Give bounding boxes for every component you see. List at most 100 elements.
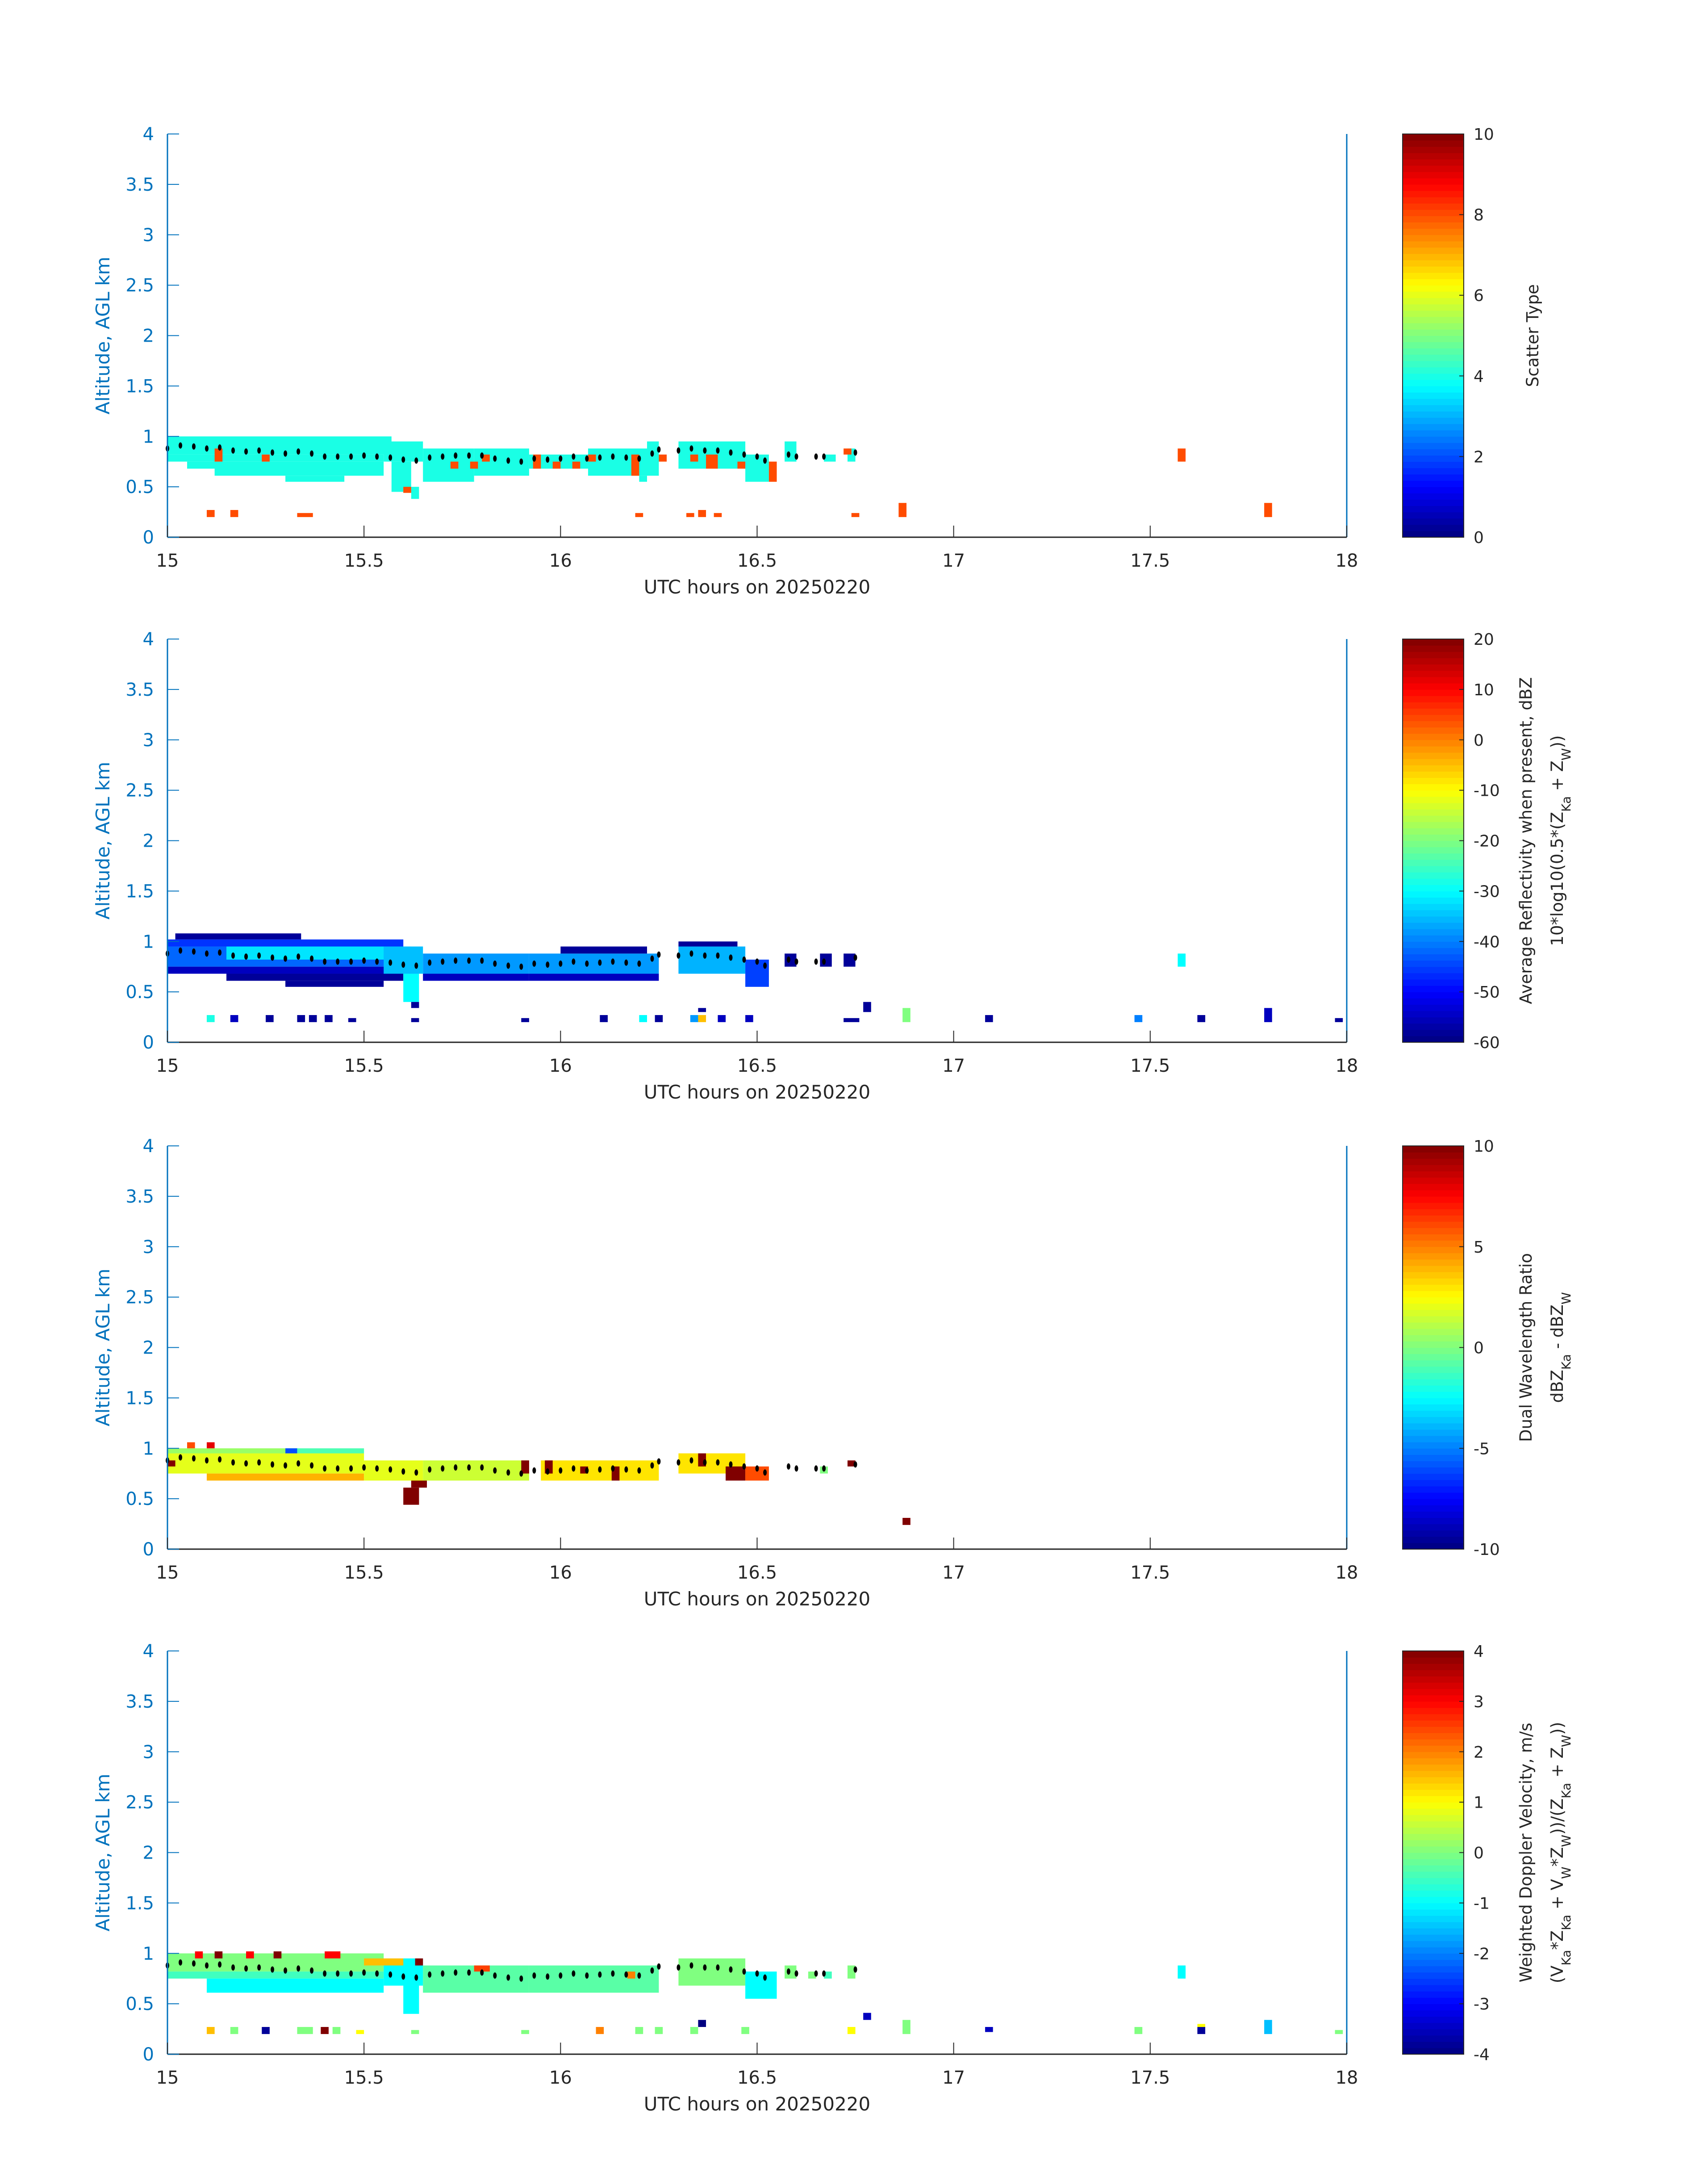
heatmap-cell <box>325 1015 333 1022</box>
y-tick-label: 1 <box>143 426 154 447</box>
dot-marker <box>388 1466 393 1473</box>
colorbar-swatch <box>1403 405 1464 412</box>
colorbar-swatch <box>1403 1783 1464 1790</box>
dot-marker <box>231 447 235 454</box>
colorbar-tick-label: 0 <box>1474 529 1484 547</box>
colorbar-swatch <box>1403 1524 1464 1531</box>
dot-marker <box>480 1969 484 1976</box>
colorbar-label: Average Reflectivity when present, dBZ <box>1516 677 1536 1004</box>
colorbar-swatch <box>1403 1834 1464 1840</box>
dot-marker <box>853 1966 857 1973</box>
colorbar-swatch <box>1403 2016 1464 2023</box>
heatmap-cell <box>698 510 706 517</box>
colorbar-swatch <box>1403 367 1464 374</box>
x-tick-label: 15 <box>156 2068 179 2088</box>
colorbar-swatch <box>1403 1423 1464 1430</box>
colorbar-swatch <box>1403 1209 1464 1216</box>
colorbar-swatch <box>1403 247 1464 254</box>
heatmap-cell <box>230 1015 238 1022</box>
colorbar-swatch <box>1403 1695 1464 1702</box>
dot-marker <box>822 958 826 965</box>
dot-marker <box>401 1973 405 1980</box>
colorbar-swatch <box>1403 1360 1464 1367</box>
colorbar-swatch <box>1403 1771 1464 1777</box>
dot-marker <box>349 1970 353 1977</box>
dot-marker <box>689 950 693 957</box>
x-tick-label: 17.5 <box>1130 551 1170 571</box>
colorbar-swatch <box>1403 398 1464 405</box>
x-tick-label: 17 <box>942 1056 965 1076</box>
colorbar-swatch <box>1403 1985 1464 1992</box>
dot-marker <box>467 1969 471 1976</box>
heatmap-cell <box>470 461 478 469</box>
colorbar-swatch <box>1403 1536 1464 1543</box>
heatmap-cell <box>635 513 643 517</box>
colorbar-swatch <box>1403 809 1464 816</box>
colorbar-swatch <box>1403 1291 1464 1298</box>
colorbar-swatch <box>1403 304 1464 311</box>
heatmap-cell <box>844 1018 860 1022</box>
colorbar-swatch <box>1403 689 1464 696</box>
heatmap-cell <box>411 1002 419 1008</box>
colorbar-tick-label: -20 <box>1474 832 1500 851</box>
dot-marker <box>703 1459 707 1466</box>
dot-marker <box>794 1970 798 1977</box>
heatmap-cell <box>698 1008 706 1012</box>
x-tick-label: 17.5 <box>1130 1563 1170 1583</box>
dot-marker <box>729 954 733 961</box>
dot-marker <box>716 1459 720 1466</box>
colorbar-swatch <box>1403 802 1464 810</box>
y-tick-label: 3 <box>143 1742 154 1763</box>
colorbar-swatch <box>1403 1011 1464 1018</box>
dot-marker <box>716 1964 720 1971</box>
colorbar: 0 2 4 6 8 10 Scatter Type <box>1402 125 1542 547</box>
colorbar-swatch <box>1403 392 1464 399</box>
panel-3: 15 15.5 16 16.5 17 17.5 18 0 0.5 1 1.5 2 2.5 3 3.5 4 UTC… <box>92 1136 1574 1610</box>
heatmap-cell <box>985 2027 993 2032</box>
y-tick-label: 0 <box>143 2044 154 2065</box>
dot-marker <box>244 448 248 455</box>
x-tick-label: 15 <box>156 1563 179 1583</box>
dot-marker <box>814 1465 818 1472</box>
colorbar-swatch <box>1403 1461 1464 1468</box>
heatmap-cell <box>1197 1015 1206 1022</box>
colorbar-swatch <box>1403 1448 1464 1455</box>
colorbar-swatch <box>1403 380 1464 386</box>
dot-marker <box>572 453 576 460</box>
colorbar-swatch <box>1403 159 1464 166</box>
colorbar-swatch <box>1403 658 1464 665</box>
heatmap-cell <box>1134 2027 1143 2034</box>
colorbar-swatch <box>1403 1183 1464 1191</box>
dot-marker <box>585 455 589 462</box>
heatmap-cell <box>195 1951 203 1959</box>
colorbar-swatch <box>1403 784 1464 791</box>
colorbar-swatch <box>1403 1253 1464 1260</box>
heatmap-cell <box>741 2027 749 2034</box>
colorbar-swatch <box>1403 1859 1464 1866</box>
dot-marker <box>388 454 393 461</box>
dot-marker <box>179 947 183 954</box>
colorbar-swatch <box>1403 386 1464 393</box>
dot-marker <box>414 1469 418 1476</box>
dot-marker <box>657 951 661 958</box>
heatmap-cell <box>847 1460 856 1467</box>
heatmap-cell <box>411 1018 419 1022</box>
dot-marker <box>310 1967 314 1974</box>
heatmap-cell <box>423 1460 529 1481</box>
dot-marker <box>624 454 628 461</box>
y-axis-label: Altitude, AGL km <box>92 1774 114 1931</box>
colorbar-swatch <box>1403 153 1464 160</box>
colorbar-swatch <box>1403 1701 1464 1708</box>
heatmap-cell <box>690 2027 698 2034</box>
colorbar-swatch <box>1403 954 1464 961</box>
dot-marker <box>624 959 628 966</box>
dot-marker <box>218 444 222 451</box>
colorbar-tick-label: -5 <box>1474 1440 1490 1458</box>
dot-marker <box>310 955 314 962</box>
dot-marker <box>637 960 641 967</box>
heatmap-cell <box>863 1002 871 1012</box>
colorbar-swatch <box>1403 1922 1464 1929</box>
colorbar-swatch <box>1403 979 1464 986</box>
layer-dots <box>166 1454 857 1477</box>
